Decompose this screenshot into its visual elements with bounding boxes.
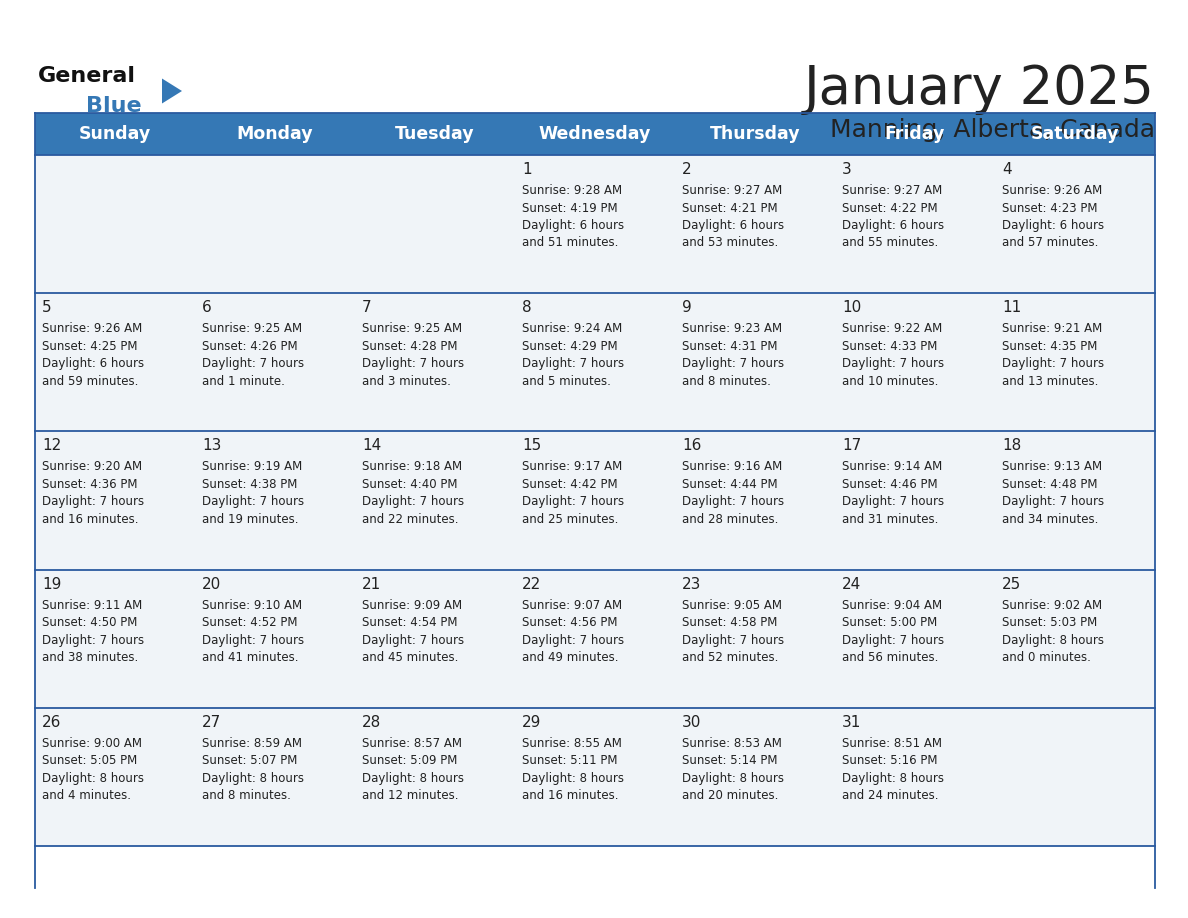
Text: Sunrise: 9:07 AM
Sunset: 4:56 PM
Daylight: 7 hours
and 49 minutes.: Sunrise: 9:07 AM Sunset: 4:56 PM Dayligh… <box>522 599 624 664</box>
Text: Sunrise: 9:10 AM
Sunset: 4:52 PM
Daylight: 7 hours
and 41 minutes.: Sunrise: 9:10 AM Sunset: 4:52 PM Dayligh… <box>202 599 304 664</box>
Text: Sunrise: 9:02 AM
Sunset: 5:03 PM
Daylight: 8 hours
and 0 minutes.: Sunrise: 9:02 AM Sunset: 5:03 PM Dayligh… <box>1001 599 1104 664</box>
Text: Monday: Monday <box>236 125 314 143</box>
Text: Sunrise: 8:57 AM
Sunset: 5:09 PM
Daylight: 8 hours
and 12 minutes.: Sunrise: 8:57 AM Sunset: 5:09 PM Dayligh… <box>362 737 465 802</box>
Text: 17: 17 <box>842 439 861 453</box>
Text: Sunrise: 9:24 AM
Sunset: 4:29 PM
Daylight: 7 hours
and 5 minutes.: Sunrise: 9:24 AM Sunset: 4:29 PM Dayligh… <box>522 322 624 387</box>
Text: 27: 27 <box>202 715 221 730</box>
Text: 25: 25 <box>1001 577 1022 591</box>
Text: 3: 3 <box>842 162 852 177</box>
Bar <box>34 569 1155 708</box>
Text: 4: 4 <box>1001 162 1012 177</box>
Text: Sunrise: 9:05 AM
Sunset: 4:58 PM
Daylight: 7 hours
and 52 minutes.: Sunrise: 9:05 AM Sunset: 4:58 PM Dayligh… <box>682 599 784 664</box>
Bar <box>34 708 1155 846</box>
Text: Sunrise: 9:27 AM
Sunset: 4:22 PM
Daylight: 6 hours
and 55 minutes.: Sunrise: 9:27 AM Sunset: 4:22 PM Dayligh… <box>842 184 944 250</box>
Text: Tuesday: Tuesday <box>396 125 475 143</box>
Text: 13: 13 <box>202 439 221 453</box>
Text: 6: 6 <box>202 300 211 315</box>
Text: Sunrise: 9:16 AM
Sunset: 4:44 PM
Daylight: 7 hours
and 28 minutes.: Sunrise: 9:16 AM Sunset: 4:44 PM Dayligh… <box>682 461 784 526</box>
Bar <box>34 431 1155 569</box>
Text: 2: 2 <box>682 162 691 177</box>
Text: Sunrise: 9:20 AM
Sunset: 4:36 PM
Daylight: 7 hours
and 16 minutes.: Sunrise: 9:20 AM Sunset: 4:36 PM Dayligh… <box>42 461 144 526</box>
Bar <box>34 293 1155 431</box>
Bar <box>34 113 1155 155</box>
Text: Sunrise: 8:59 AM
Sunset: 5:07 PM
Daylight: 8 hours
and 8 minutes.: Sunrise: 8:59 AM Sunset: 5:07 PM Dayligh… <box>202 737 304 802</box>
Text: 8: 8 <box>522 300 531 315</box>
Text: 21: 21 <box>362 577 381 591</box>
Text: Sunrise: 9:09 AM
Sunset: 4:54 PM
Daylight: 7 hours
and 45 minutes.: Sunrise: 9:09 AM Sunset: 4:54 PM Dayligh… <box>362 599 465 664</box>
Text: 15: 15 <box>522 439 542 453</box>
Text: 7: 7 <box>362 300 372 315</box>
Text: Wednesday: Wednesday <box>539 125 651 143</box>
Text: 16: 16 <box>682 439 701 453</box>
Text: Sunrise: 9:11 AM
Sunset: 4:50 PM
Daylight: 7 hours
and 38 minutes.: Sunrise: 9:11 AM Sunset: 4:50 PM Dayligh… <box>42 599 144 664</box>
Text: Sunrise: 8:53 AM
Sunset: 5:14 PM
Daylight: 8 hours
and 20 minutes.: Sunrise: 8:53 AM Sunset: 5:14 PM Dayligh… <box>682 737 784 802</box>
Text: 19: 19 <box>42 577 62 591</box>
Text: Sunrise: 9:26 AM
Sunset: 4:25 PM
Daylight: 6 hours
and 59 minutes.: Sunrise: 9:26 AM Sunset: 4:25 PM Dayligh… <box>42 322 144 387</box>
Text: January 2025: January 2025 <box>804 63 1155 115</box>
Text: 29: 29 <box>522 715 542 730</box>
Text: 20: 20 <box>202 577 221 591</box>
Text: Friday: Friday <box>885 125 946 143</box>
Text: Sunrise: 9:28 AM
Sunset: 4:19 PM
Daylight: 6 hours
and 51 minutes.: Sunrise: 9:28 AM Sunset: 4:19 PM Dayligh… <box>522 184 624 250</box>
Text: Sunrise: 9:27 AM
Sunset: 4:21 PM
Daylight: 6 hours
and 53 minutes.: Sunrise: 9:27 AM Sunset: 4:21 PM Dayligh… <box>682 184 784 250</box>
Text: 24: 24 <box>842 577 861 591</box>
Text: 30: 30 <box>682 715 701 730</box>
Text: Manning, Alberta, Canada: Manning, Alberta, Canada <box>830 118 1155 142</box>
Text: Sunrise: 9:19 AM
Sunset: 4:38 PM
Daylight: 7 hours
and 19 minutes.: Sunrise: 9:19 AM Sunset: 4:38 PM Dayligh… <box>202 461 304 526</box>
Text: Sunrise: 9:23 AM
Sunset: 4:31 PM
Daylight: 7 hours
and 8 minutes.: Sunrise: 9:23 AM Sunset: 4:31 PM Dayligh… <box>682 322 784 387</box>
Text: 18: 18 <box>1001 439 1022 453</box>
Text: Sunrise: 9:17 AM
Sunset: 4:42 PM
Daylight: 7 hours
and 25 minutes.: Sunrise: 9:17 AM Sunset: 4:42 PM Dayligh… <box>522 461 624 526</box>
Text: Thursday: Thursday <box>709 125 801 143</box>
Bar <box>34 155 1155 293</box>
Text: 1: 1 <box>522 162 531 177</box>
Text: Sunrise: 8:51 AM
Sunset: 5:16 PM
Daylight: 8 hours
and 24 minutes.: Sunrise: 8:51 AM Sunset: 5:16 PM Dayligh… <box>842 737 944 802</box>
Text: Sunrise: 8:55 AM
Sunset: 5:11 PM
Daylight: 8 hours
and 16 minutes.: Sunrise: 8:55 AM Sunset: 5:11 PM Dayligh… <box>522 737 624 802</box>
Text: 23: 23 <box>682 577 701 591</box>
Text: Saturday: Saturday <box>1031 125 1119 143</box>
Text: Sunrise: 9:14 AM
Sunset: 4:46 PM
Daylight: 7 hours
and 31 minutes.: Sunrise: 9:14 AM Sunset: 4:46 PM Dayligh… <box>842 461 944 526</box>
Text: 26: 26 <box>42 715 62 730</box>
Text: 12: 12 <box>42 439 62 453</box>
Text: Sunrise: 9:13 AM
Sunset: 4:48 PM
Daylight: 7 hours
and 34 minutes.: Sunrise: 9:13 AM Sunset: 4:48 PM Dayligh… <box>1001 461 1104 526</box>
Text: 10: 10 <box>842 300 861 315</box>
Text: Sunrise: 9:25 AM
Sunset: 4:26 PM
Daylight: 7 hours
and 1 minute.: Sunrise: 9:25 AM Sunset: 4:26 PM Dayligh… <box>202 322 304 387</box>
Text: 14: 14 <box>362 439 381 453</box>
Text: 22: 22 <box>522 577 542 591</box>
Text: 28: 28 <box>362 715 381 730</box>
Text: 31: 31 <box>842 715 861 730</box>
Text: General: General <box>38 66 135 86</box>
Text: 5: 5 <box>42 300 51 315</box>
Text: Sunrise: 9:26 AM
Sunset: 4:23 PM
Daylight: 6 hours
and 57 minutes.: Sunrise: 9:26 AM Sunset: 4:23 PM Dayligh… <box>1001 184 1104 250</box>
Text: Sunday: Sunday <box>78 125 151 143</box>
Text: Sunrise: 9:21 AM
Sunset: 4:35 PM
Daylight: 7 hours
and 13 minutes.: Sunrise: 9:21 AM Sunset: 4:35 PM Dayligh… <box>1001 322 1104 387</box>
Text: Sunrise: 9:18 AM
Sunset: 4:40 PM
Daylight: 7 hours
and 22 minutes.: Sunrise: 9:18 AM Sunset: 4:40 PM Dayligh… <box>362 461 465 526</box>
Text: Sunrise: 9:22 AM
Sunset: 4:33 PM
Daylight: 7 hours
and 10 minutes.: Sunrise: 9:22 AM Sunset: 4:33 PM Dayligh… <box>842 322 944 387</box>
Text: Blue: Blue <box>86 96 141 116</box>
Polygon shape <box>162 79 182 104</box>
Text: Sunrise: 9:00 AM
Sunset: 5:05 PM
Daylight: 8 hours
and 4 minutes.: Sunrise: 9:00 AM Sunset: 5:05 PM Dayligh… <box>42 737 144 802</box>
Text: 9: 9 <box>682 300 691 315</box>
Text: Sunrise: 9:25 AM
Sunset: 4:28 PM
Daylight: 7 hours
and 3 minutes.: Sunrise: 9:25 AM Sunset: 4:28 PM Dayligh… <box>362 322 465 387</box>
Text: Sunrise: 9:04 AM
Sunset: 5:00 PM
Daylight: 7 hours
and 56 minutes.: Sunrise: 9:04 AM Sunset: 5:00 PM Dayligh… <box>842 599 944 664</box>
Text: 11: 11 <box>1001 300 1022 315</box>
